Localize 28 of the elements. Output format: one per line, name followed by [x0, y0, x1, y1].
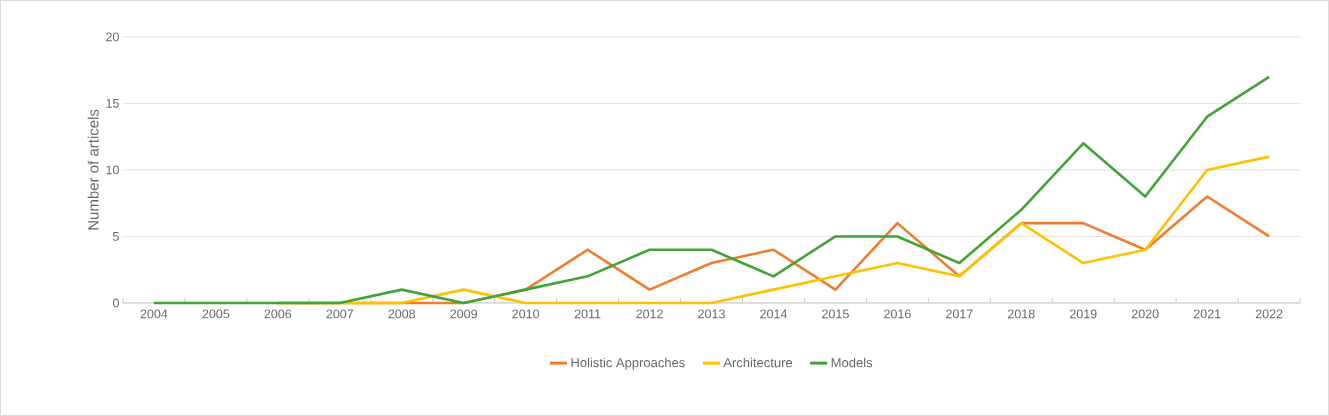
legend-label: Architecture	[723, 357, 793, 368]
x-tick-label: 2007	[326, 309, 354, 319]
x-tick-label: 2018	[1008, 309, 1035, 319]
legend-label: Models	[831, 357, 873, 368]
x-tick-label: 2012	[636, 309, 663, 319]
x-tick-label: 2013	[698, 309, 725, 319]
x-tick-label: 2017	[946, 309, 973, 319]
y-axis-title: Number of articels	[87, 109, 99, 230]
y-tick-label: 10	[106, 165, 119, 175]
y-tick-label: 5	[112, 232, 119, 241]
x-tick-label: 2009	[450, 309, 477, 319]
x-tick-label: 2015	[822, 309, 849, 319]
x-tick-label: 2016	[884, 309, 911, 319]
x-tick-label: 2010	[512, 309, 540, 319]
y-tick-label: 20	[106, 32, 119, 42]
y-tick-label: 0	[112, 298, 119, 308]
y-tick-label: 15	[106, 99, 119, 108]
x-tick-label: 2019	[1069, 309, 1097, 319]
x-tick-label: 2004	[140, 309, 168, 319]
x-tick-label: 2011	[574, 309, 601, 319]
x-tick-label: 2014	[760, 309, 787, 319]
x-tick-label: 2021	[1193, 309, 1221, 319]
x-tick-label: 2005	[202, 309, 230, 319]
x-tick-label: 2022	[1255, 309, 1283, 319]
legend-label: Holistic Approaches	[571, 357, 685, 370]
x-tick-label: 2006	[264, 309, 292, 319]
x-tick-label: 2020	[1131, 309, 1159, 319]
x-tick-label: 2008	[388, 309, 416, 319]
